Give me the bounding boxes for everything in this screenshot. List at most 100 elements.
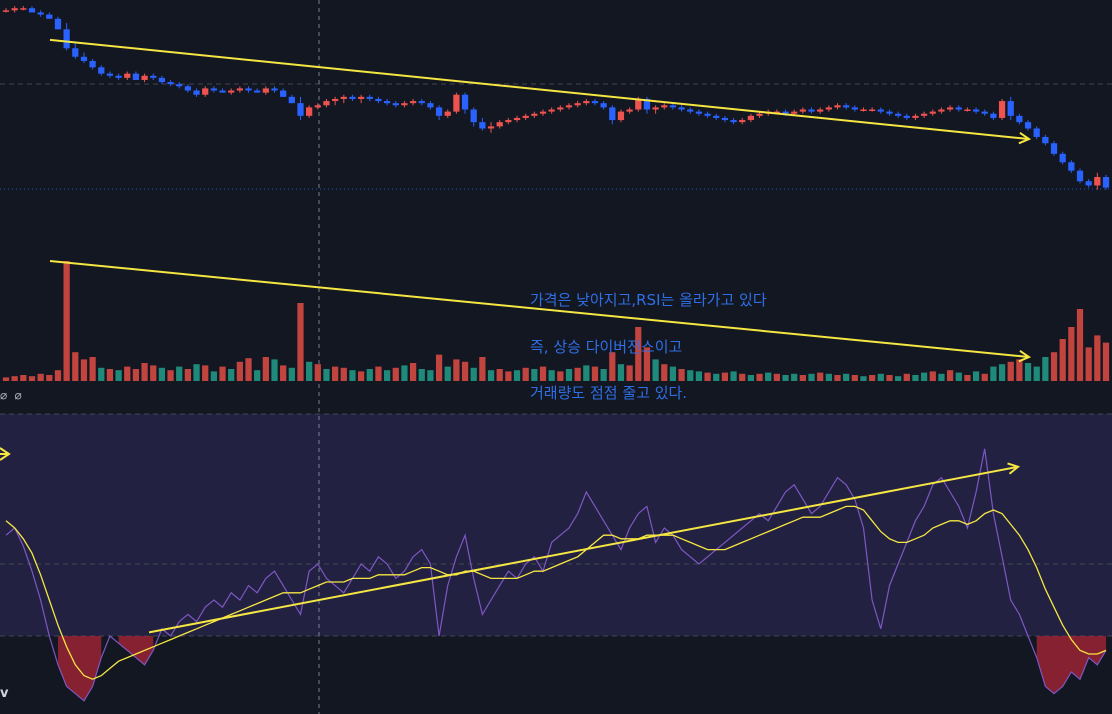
candle-body: [280, 90, 287, 97]
candle-body: [1016, 115, 1023, 123]
volume-pane-label: ∅ ∅: [0, 389, 22, 403]
volume-bar: [635, 327, 642, 381]
volume-bar: [28, 376, 36, 381]
volume-bar: [531, 369, 538, 381]
candle-body: [1033, 128, 1040, 137]
volume-bar: [695, 371, 703, 381]
candle-body: [72, 48, 79, 57]
volume-bar: [89, 357, 96, 381]
candle-body: [860, 109, 867, 111]
rsi-band-layer: [0, 414, 1112, 636]
candle-body: [730, 120, 737, 123]
volume-bar: [661, 364, 668, 381]
candle-body: [1059, 153, 1066, 163]
candle-body: [2, 10, 10, 12]
candle-body: [228, 90, 235, 93]
candle-body: [314, 105, 321, 108]
volume-bar: [678, 369, 685, 381]
rsi-trendline-arrowhead: [1007, 462, 1021, 475]
candle-body: [834, 105, 841, 108]
rsi-lines: [5, 448, 1107, 702]
candle-body: [851, 107, 858, 110]
candle-body: [271, 88, 278, 91]
candle-body: [791, 111, 798, 114]
volume-bar: [496, 369, 503, 381]
volume-bar: [1068, 327, 1075, 381]
candle-body: [106, 73, 114, 76]
candle-body: [98, 67, 105, 74]
volume-bar: [652, 359, 659, 381]
candle-body: [37, 12, 44, 15]
candle-body: [306, 107, 313, 116]
candle-body: [929, 111, 936, 114]
volume-bar: [262, 357, 269, 381]
candle-body: [678, 107, 685, 110]
candle-body: [176, 84, 183, 87]
volume-bar: [176, 366, 183, 381]
volume-bar: [756, 373, 763, 381]
volume-bar: [946, 370, 954, 381]
volume-bar: [124, 366, 131, 381]
volume-bar: [349, 370, 356, 381]
candle-body: [340, 96, 347, 99]
candle-body: [739, 120, 746, 123]
price-trendline: [49, 38, 1030, 141]
volume-bar: [574, 367, 581, 381]
candle-body: [158, 77, 166, 83]
candle-body: [808, 109, 815, 112]
volume-bar: [1007, 361, 1014, 381]
volume-bar: [280, 365, 287, 381]
candle-body: [28, 8, 36, 13]
volume-bar: [37, 373, 44, 381]
volume-bar: [1024, 363, 1032, 381]
volume-bar: [228, 369, 235, 381]
volume-bar: [799, 375, 806, 381]
candle-body: [167, 82, 174, 85]
candle-body: [210, 88, 217, 91]
candle-body: [981, 111, 988, 114]
candle-body: [332, 98, 339, 102]
volume-bar: [990, 366, 997, 381]
candle-body: [54, 18, 62, 30]
candle-body: [877, 109, 884, 112]
volume-bar: [401, 365, 408, 381]
volume-bar: [600, 369, 607, 381]
volume-bar: [358, 371, 365, 381]
candle-body: [652, 107, 659, 110]
volume-bar: [72, 352, 79, 381]
candle-body: [539, 111, 547, 114]
candle-body: [747, 115, 754, 121]
candle-body: [427, 103, 434, 108]
candle-body: [288, 96, 295, 104]
candle-body: [591, 101, 599, 104]
candle-body: [1024, 122, 1032, 129]
volume-bar: [1102, 342, 1110, 381]
volume-bar: [895, 376, 902, 381]
volume-bar: [366, 369, 373, 381]
rsi-trendline: [148, 465, 1019, 634]
volume-bar: [409, 363, 417, 381]
candle-body: [920, 113, 928, 116]
volume-bar: [860, 376, 867, 381]
candle-body: [89, 60, 96, 68]
candle-body: [358, 96, 365, 99]
volume-bar: [210, 371, 217, 381]
candle-body: [11, 8, 18, 11]
volume-bar: [903, 373, 910, 381]
candle-body: [115, 75, 122, 78]
volume-bar: [167, 370, 174, 381]
volume-bar: [730, 371, 737, 381]
volume-bar: [2, 377, 10, 381]
candle-body: [184, 86, 192, 91]
candle-body: [565, 105, 573, 108]
candle-body: [1007, 101, 1014, 116]
rsi-oversold-fill: [118, 636, 154, 665]
volume-bar: [609, 352, 616, 381]
volume-bar: [583, 365, 590, 381]
candle-body: [609, 107, 616, 121]
volume-bar: [843, 373, 850, 381]
candle-body: [383, 101, 391, 104]
volume-bar: [254, 370, 261, 381]
volume-bar: [150, 365, 157, 381]
